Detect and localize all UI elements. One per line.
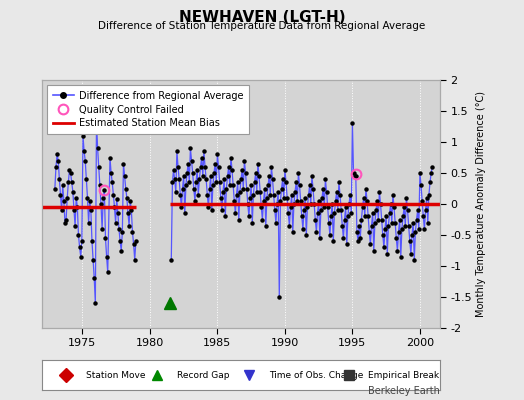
Text: Empirical Break: Empirical Break — [368, 370, 440, 380]
Text: Station Move: Station Move — [86, 370, 145, 380]
Text: Record Gap: Record Gap — [177, 370, 230, 380]
Legend: Difference from Regional Average, Quality Control Failed, Estimated Station Mean: Difference from Regional Average, Qualit… — [47, 85, 249, 134]
Text: Time of Obs. Change: Time of Obs. Change — [269, 370, 363, 380]
Text: Berkeley Earth: Berkeley Earth — [368, 386, 440, 396]
Text: Difference of Station Temperature Data from Regional Average: Difference of Station Temperature Data f… — [99, 21, 425, 31]
Y-axis label: Monthly Temperature Anomaly Difference (°C): Monthly Temperature Anomaly Difference (… — [476, 91, 486, 317]
Text: NEWHAVEN (LGT-H): NEWHAVEN (LGT-H) — [179, 10, 345, 25]
